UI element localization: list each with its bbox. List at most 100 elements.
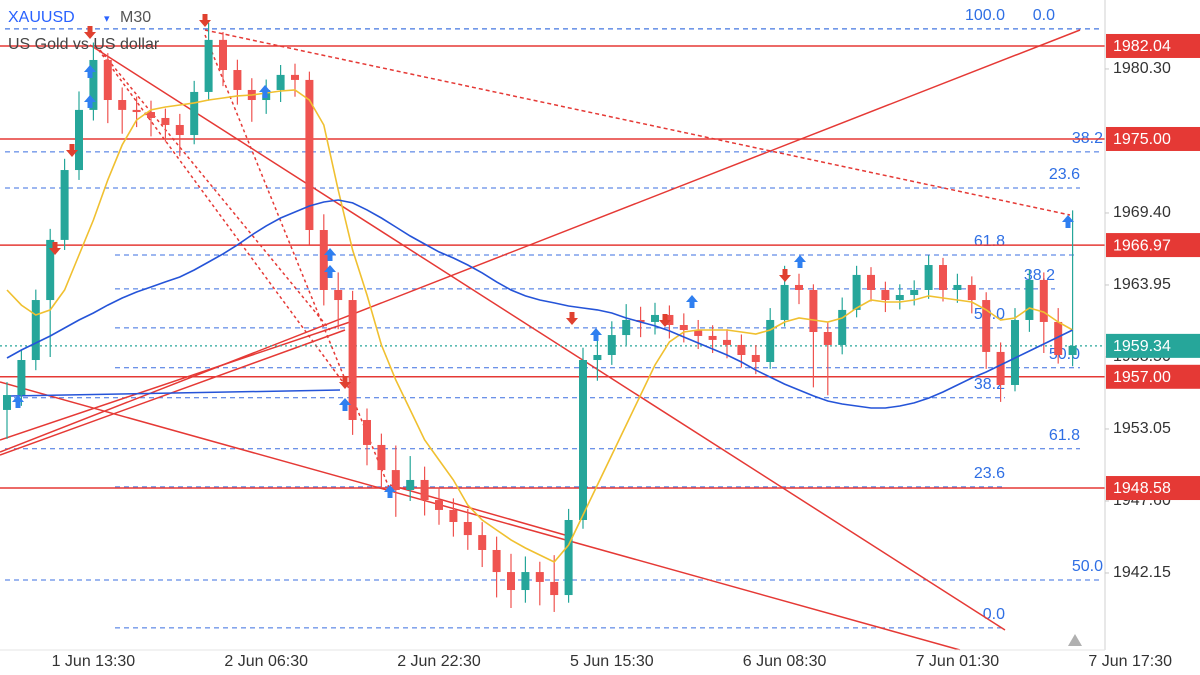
trend-line [89,44,1006,631]
candle-body [881,289,890,301]
candle-body [924,265,933,290]
fib-label: 23.6 [974,465,1005,482]
fib-label: 23.6 [1049,166,1080,183]
candle-body [161,117,170,125]
candle-body [204,39,213,92]
x-tick-label: 7 Jun 17:30 [1088,653,1172,670]
candle-body [348,300,357,420]
candle-body [31,300,40,361]
signal-arrow [49,242,61,255]
timeframe[interactable]: M30 [120,9,151,26]
level-box [1106,476,1200,501]
candle-body [276,74,285,90]
signal-arrow [794,255,806,268]
candle-body [291,74,299,80]
signal-arrow [84,26,96,39]
fib-label: 100.0 [965,7,1005,24]
candle-body [233,70,242,90]
candle-body [463,521,472,536]
candle-body [1039,279,1048,322]
candle-body [334,289,343,301]
signal-arrow [12,395,24,408]
candle-body [89,59,98,110]
current-time-marker [1068,634,1082,646]
fib-label: 0.0 [983,606,1005,623]
candle-body [665,314,674,325]
candle-body [406,479,415,491]
trend-lines [0,29,1081,651]
current-price-box [1106,333,1200,358]
trend-line [9,389,341,397]
fib-label: 38.2 [1024,267,1055,284]
candle-body [939,265,947,290]
candle-body [737,344,746,355]
candle-body [967,284,976,301]
signal-arrow [1062,215,1074,228]
x-tick-label: 5 Jun 15:30 [570,653,654,670]
candle-body [319,230,328,290]
level-box [1106,364,1200,389]
candle-body [579,360,587,520]
candle-body [996,351,1005,385]
y-tick-label: 1963.95 [1113,276,1171,293]
x-tick-label: 1 Jun 13:30 [52,653,136,670]
candle-body [766,319,775,362]
candle-body [175,124,184,136]
x-tick-label: 6 Jun 08:30 [743,653,827,670]
candle-body [3,395,11,410]
signal-arrow [566,312,578,325]
candle-body [982,300,991,352]
signal-arrow [259,85,271,98]
candle-body [651,314,659,322]
candle-body [305,79,314,231]
y-tick-label: 1942.15 [1113,564,1171,581]
candle-body [363,419,371,445]
candle-body [895,295,904,301]
candle-body [809,289,818,333]
x-tick-label: 7 Jun 01:30 [916,653,1000,670]
candle-body [852,274,861,310]
signal-arrow [339,398,351,411]
symbol[interactable]: XAUUSD [8,9,75,26]
candle-body [751,354,760,362]
candle-body [550,581,559,596]
candle-body [1011,319,1019,385]
trend-line [204,34,391,491]
candle-body [478,535,487,550]
y-tick-label: 1980.30 [1113,60,1171,77]
candle-body [1068,345,1077,355]
candle-body [823,332,832,345]
symbol-dropdown[interactable]: ▾ [104,13,110,25]
level-label: 1982.04 [1113,38,1171,55]
candle-body [507,572,515,591]
candle-body [564,520,573,596]
candle-body [838,309,847,345]
candle-body [723,339,731,345]
signal-arrow [84,95,96,108]
description: US Gold vs US dollar [8,36,160,53]
candle-body [679,325,688,331]
signal-arrow [66,144,78,157]
candle-body [190,91,199,136]
level-box [1106,126,1200,151]
trend-line [94,44,346,386]
trend-line [204,29,1071,216]
candle-body [521,572,530,591]
signal-arrow [84,65,96,78]
candle-body [420,479,429,501]
candle-body [103,59,112,101]
candle-body [867,274,875,290]
candle-body [435,500,443,510]
candle-body [622,319,631,336]
candle-body [694,330,703,336]
candle-body [60,170,69,240]
fib-label: 61.8 [974,233,1005,250]
candle-body [377,444,386,471]
signal-arrow [686,295,698,308]
signal-arrow [199,14,211,27]
x-tick-label: 2 Jun 22:30 [397,653,481,670]
signal-arrow [339,376,351,389]
signal-arrow [659,314,671,327]
